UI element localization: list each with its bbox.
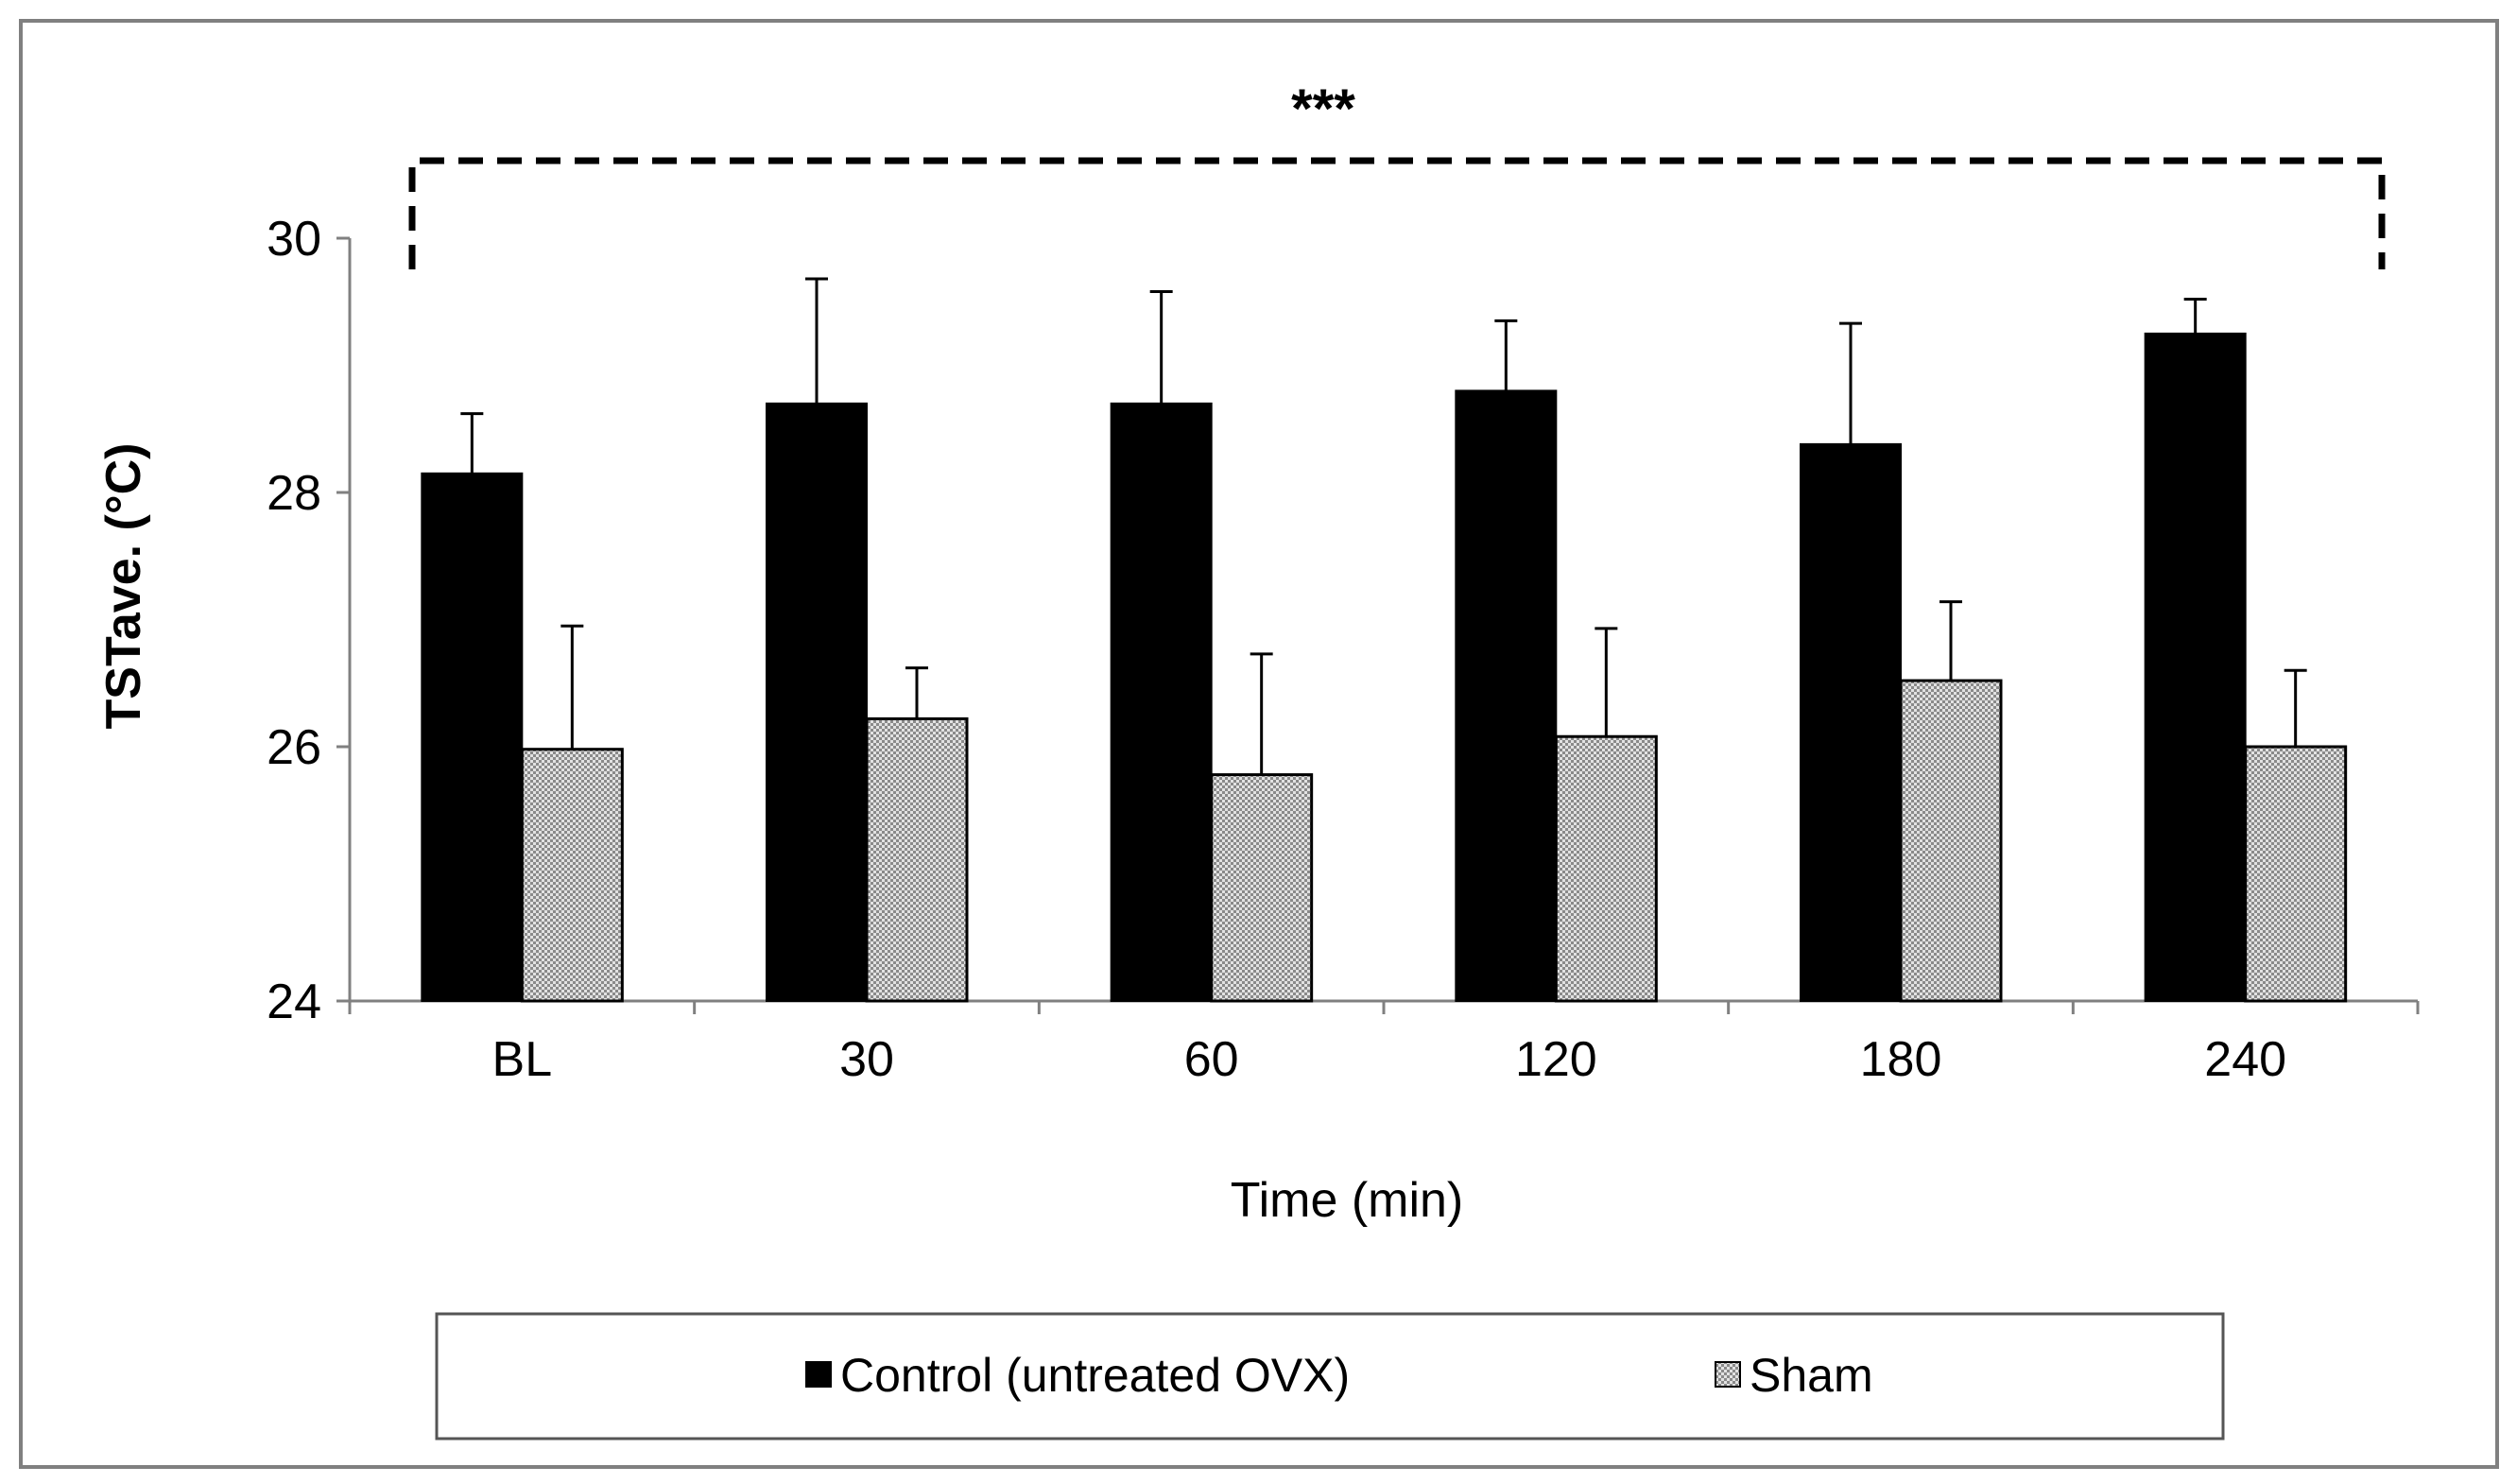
legend-swatch-control — [805, 1361, 832, 1388]
x-axis-title: Time (min) — [1231, 1173, 1464, 1228]
x-tick-label: 120 — [1515, 1032, 1597, 1087]
x-tick-label: 60 — [1184, 1032, 1239, 1087]
bar-control — [766, 402, 868, 1003]
bar-control — [1800, 442, 1902, 1002]
x-tick-label: 240 — [2204, 1032, 2286, 1087]
legend-label-control: Control (untreated OVX) — [840, 1349, 1350, 1402]
legend-box — [435, 1312, 2225, 1441]
bar-control — [421, 472, 524, 1002]
bar-sham — [1210, 773, 1314, 1003]
y-tick-label: 24 — [267, 975, 321, 1029]
significance-label: *** — [1291, 78, 1355, 140]
significance-bracket — [408, 157, 2386, 269]
y-axis-title: TSTave. (°C) — [96, 443, 151, 730]
y-tick-label: 28 — [267, 466, 321, 521]
legend-swatch-sham — [1715, 1361, 1741, 1388]
y-tick-label: 26 — [267, 720, 321, 775]
bar-sham — [865, 716, 969, 1003]
y-tick-label: 30 — [267, 212, 321, 267]
bar-control — [2144, 332, 2247, 1002]
x-tick-label: 30 — [839, 1032, 894, 1087]
x-tick-label: BL — [492, 1032, 553, 1087]
bar-sham — [1554, 734, 1658, 1003]
bar-sham — [2244, 745, 2348, 1003]
legend-label-sham: Sham — [1750, 1349, 1873, 1402]
x-tick-label: 180 — [1860, 1032, 1942, 1087]
bar-control — [1455, 389, 1558, 1002]
bar-sham — [520, 748, 624, 1003]
plot-area: 24 26 28 30 BL 30 60 120 180 240 — [267, 212, 2420, 1087]
bar-sham — [1899, 679, 2003, 1003]
chart-frame — [19, 19, 2499, 1469]
bar-control — [1110, 402, 1213, 1003]
